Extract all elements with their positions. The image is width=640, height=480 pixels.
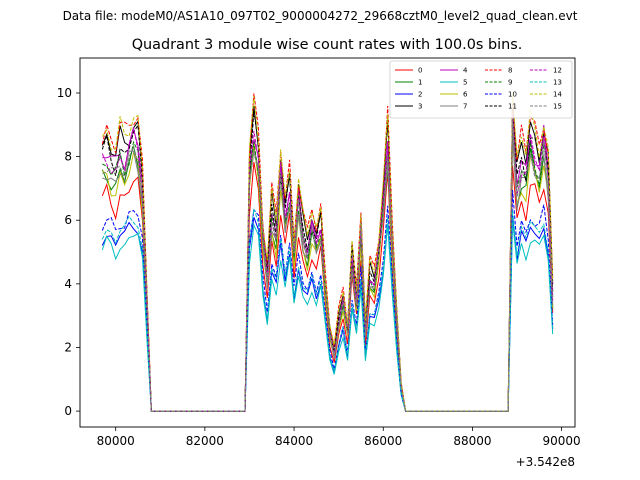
series-line-15 — [102, 118, 554, 412]
x-tick-label: 86000 — [364, 434, 402, 448]
legend-label-14: 14 — [553, 91, 562, 99]
legend-label-9: 9 — [508, 79, 512, 87]
legend-label-12: 12 — [553, 67, 562, 75]
x-tick-label: 84000 — [275, 434, 313, 448]
y-tick-label: 4 — [64, 277, 72, 291]
y-tick-label: 2 — [64, 340, 72, 354]
plot-area-frame — [79, 57, 576, 428]
y-tick-label: 0 — [64, 404, 72, 418]
legend-label-13: 13 — [553, 79, 562, 87]
y-tick-label: 10 — [57, 86, 72, 100]
legend-box — [389, 60, 573, 119]
x-offset-label: +3.542e8 — [516, 455, 575, 469]
x-tick-label: 80000 — [97, 434, 135, 448]
legend-label-10: 10 — [508, 91, 517, 99]
legend-label-7: 7 — [463, 103, 467, 111]
series-layer — [101, 92, 554, 412]
x-tick-label: 82000 — [186, 434, 224, 448]
legend-label-11: 11 — [508, 103, 517, 111]
x-tick-label: 90000 — [543, 434, 581, 448]
legend-label-2: 2 — [418, 91, 422, 99]
legend-label-15: 15 — [553, 103, 562, 111]
x-tick-label: 88000 — [453, 434, 491, 448]
legend-label-1: 1 — [418, 79, 422, 87]
y-tick-label: 6 — [64, 213, 72, 227]
figure-suptitle: Data file: modeM0/AS1A10_097T02_90000042… — [63, 9, 578, 23]
legend-label-6: 6 — [463, 91, 468, 99]
series-line-8 — [101, 93, 554, 412]
legend-label-0: 0 — [418, 67, 422, 75]
legend-label-4: 4 — [463, 67, 468, 75]
legend-label-8: 8 — [508, 67, 512, 75]
legend-label-3: 3 — [418, 103, 422, 111]
tick-layer: 80000 82000 84000 86000 88000 90000 0 2 4 6 8 10 — [57, 86, 581, 448]
chart-title: Quadrant 3 module wise count rates with … — [132, 37, 523, 53]
legend-label-5: 5 — [463, 79, 467, 87]
y-tick-label: 8 — [64, 150, 72, 164]
